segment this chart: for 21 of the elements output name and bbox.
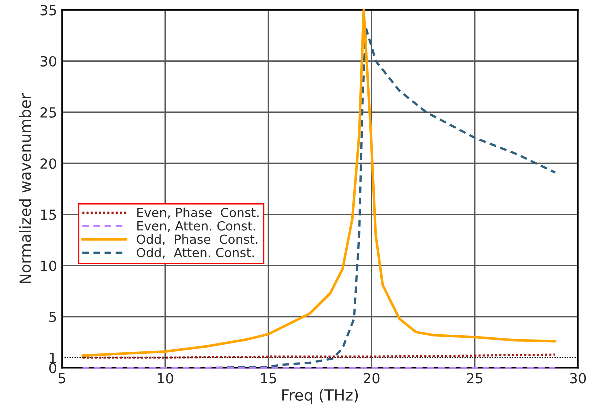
legend-label: Odd, Atten. Const. — [137, 248, 254, 259]
y-tick-label: 5 — [50, 312, 56, 322]
legend-label: Even, Phase Const. — [138, 208, 259, 219]
y-tick-label: 20 — [40, 158, 56, 170]
y-tick-label: 10 — [41, 260, 56, 272]
x-tick-label: 15 — [261, 373, 276, 384]
legend-label: Odd, Phase Const. — [137, 234, 258, 246]
y-tick-label: 25 — [40, 107, 56, 118]
x-tick-label: 20 — [364, 373, 380, 384]
x-axis-title: Freq (THz) — [282, 389, 358, 404]
y-axis-title: Normalized wavenumber — [19, 93, 32, 284]
x-tick-label: 25 — [467, 373, 483, 384]
y-tick-label: 15 — [41, 210, 56, 220]
x-tick-label: 10 — [158, 373, 174, 384]
y-tick-label: 30 — [40, 56, 56, 67]
x-tick-label: 30 — [570, 373, 586, 384]
legend-label: Even, Atten. Const. — [138, 221, 256, 232]
x-tick-label: 5 — [58, 373, 66, 384]
y-tick-label: 0 — [49, 363, 56, 374]
y-tick-label: 35 — [40, 5, 56, 16]
y-tick-label: 1 — [50, 353, 56, 364]
